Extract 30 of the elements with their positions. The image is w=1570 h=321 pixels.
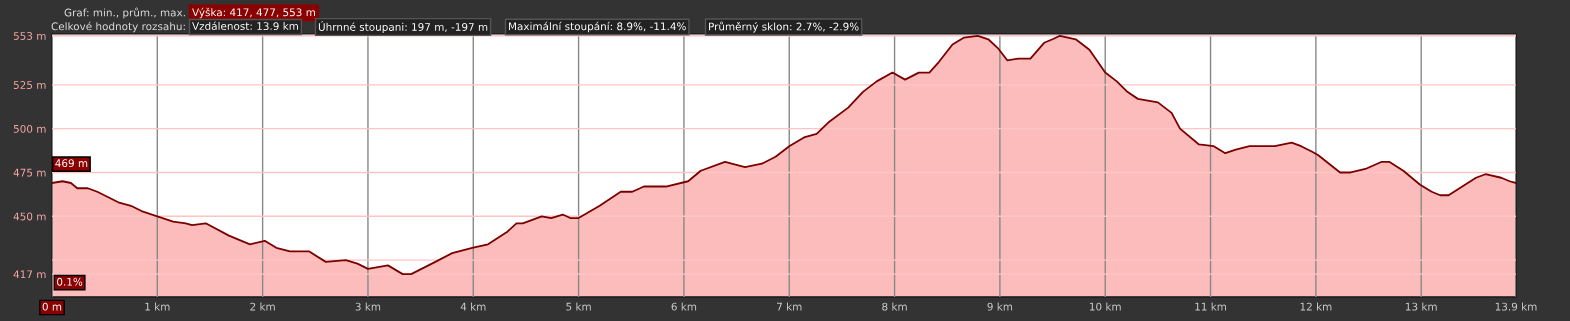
x-tick-label: 11 km: [1195, 302, 1227, 311]
y-tick-label: 500 m: [13, 124, 46, 133]
x-tick-label: 13 km: [1405, 302, 1437, 311]
x-tick-label: 1 km: [145, 302, 170, 311]
x-tick-label: 7 km: [777, 302, 802, 311]
x-tick-label: 3 km: [355, 302, 381, 311]
x-tick-label: 13.9 km: [1495, 302, 1537, 311]
text: Výška: 417, 477, 553 m: [192, 7, 315, 19]
y-tick-label: 553 m: [13, 32, 46, 40]
x-tick-label: 12 km: [1300, 302, 1332, 311]
x-tick-label: 0 m: [42, 302, 62, 311]
text: Průměrný sklon: 2.7%, -2.9%: [709, 21, 859, 33]
text: Maximální stoupání: 8.9%, -11.4%: [509, 21, 686, 33]
y-tick-label: 525 m: [13, 81, 46, 89]
x-tick-label: 9 km: [987, 302, 1013, 311]
text: Celkové hodnoty rozsahu:: [51, 21, 185, 33]
text: Úhrnné stoupani: 197 m, -197 m: [318, 21, 488, 33]
y-tick-label: 450 m: [13, 212, 46, 221]
text: Graf: min., prům., max.: [64, 7, 185, 19]
annotation: 0.1%: [57, 277, 83, 286]
x-tick-label: 5 km: [566, 302, 591, 311]
x-tick-label: 8 km: [882, 302, 907, 311]
x-tick-label: 2 km: [250, 302, 275, 311]
y-tick-label: 417 m: [13, 270, 46, 279]
annotation: 469 m: [55, 159, 88, 168]
y-tick-label: 475 m: [13, 168, 46, 177]
x-tick-label: 4 km: [460, 302, 486, 311]
x-tick-label: 6 km: [671, 302, 697, 311]
x-tick-label: 10 km: [1089, 302, 1121, 311]
text: Vzdálenost: 13.9 km: [192, 21, 298, 31]
